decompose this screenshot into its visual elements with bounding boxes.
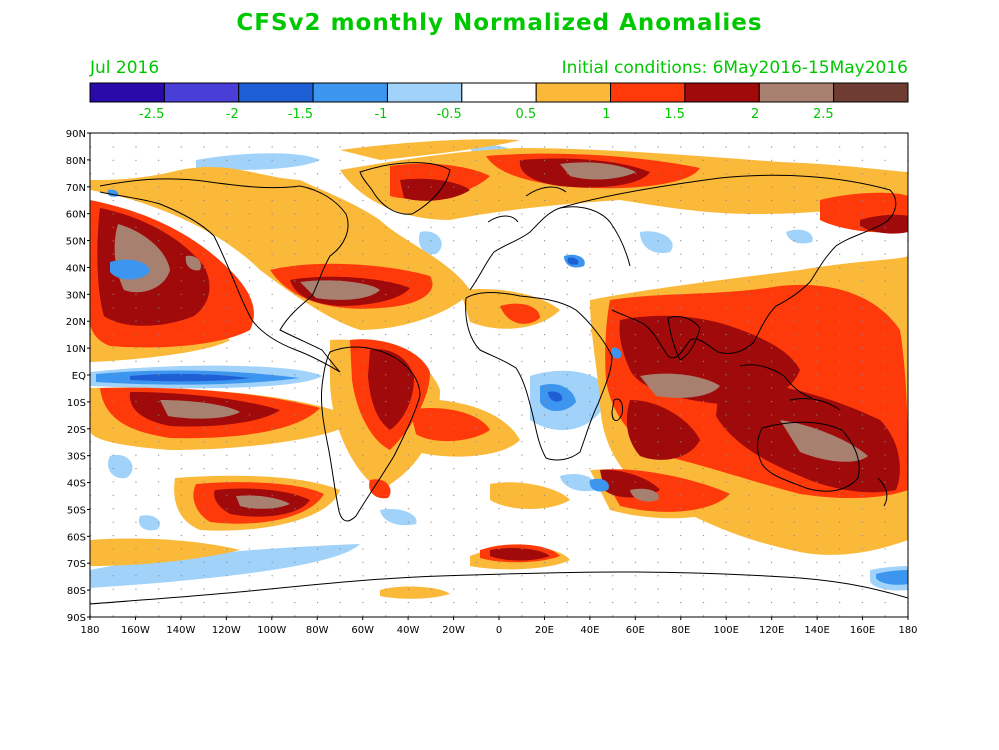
lon-label: 60W: [351, 625, 374, 636]
lon-label: 120E: [759, 625, 784, 636]
coastlines: [90, 162, 908, 605]
lat-label: 60N: [66, 210, 86, 221]
lat-label: 30S: [67, 452, 86, 463]
colorbar-swatch-8: [684, 82, 760, 103]
colorbar-labels: -2.5 -2 -1.5 -1 -0.5 0.5 1 1.5 2 2.5: [139, 107, 834, 122]
lat-label: 80S: [67, 586, 86, 597]
lon-label: 180: [898, 625, 917, 636]
lon-label: 100E: [714, 625, 739, 636]
lat-label: 50S: [67, 505, 86, 516]
colorbar-swatch-9: [758, 82, 835, 103]
colorbar-swatch-7: [610, 82, 686, 103]
lon-label: 80W: [306, 625, 329, 636]
colorbar-label: -1.5: [288, 107, 313, 122]
colorbar-label: 0.5: [515, 107, 536, 122]
colorbar-label: -1: [374, 107, 387, 122]
lat-label: 60S: [67, 532, 86, 543]
colorbar-label: -0.5: [436, 107, 461, 122]
lon-label: 140E: [804, 625, 829, 636]
colorbar-label: 1.5: [664, 107, 685, 122]
lon-label: 180: [80, 625, 99, 636]
lon-label: 100W: [257, 625, 286, 636]
lon-label: 80E: [671, 625, 690, 636]
lon-label: 40E: [580, 625, 599, 636]
lat-label: 10N: [66, 344, 86, 355]
axis-ticks: [87, 132, 909, 620]
colorbar: [89, 82, 909, 103]
map-area: [90, 133, 908, 617]
lat-label: 40S: [67, 479, 86, 490]
lat-label: 90N: [66, 129, 86, 140]
colorbar-swatch-5: [461, 82, 537, 103]
lon-label: 160W: [121, 625, 150, 636]
lat-label: 30N: [66, 290, 86, 301]
colorbar-label: -2: [226, 107, 239, 122]
colorbar-label: 2.5: [813, 107, 834, 122]
lat-label: 90S: [67, 613, 86, 624]
latitude-labels: 90N 80N 70N 60N 50N 40N 30N 20N 10N EQ 10S 20S 30S 40…: [66, 129, 86, 624]
lat-label: 70S: [67, 559, 86, 570]
colorbar-swatch-10: [833, 82, 909, 103]
colorbar-swatch-6: [535, 82, 612, 103]
lat-label: 40N: [66, 263, 86, 274]
lat-label: EQ: [72, 371, 86, 382]
colorbar-swatch-3: [312, 82, 388, 103]
lon-label: 160E: [850, 625, 875, 636]
lon-label: 60E: [626, 625, 645, 636]
lat-label: 50N: [66, 237, 86, 248]
colorbar-label: 2: [751, 107, 759, 122]
lat-label: 70N: [66, 183, 86, 194]
lat-label: 20N: [66, 317, 86, 328]
colorbar-label: -2.5: [139, 107, 164, 122]
chart-title: CFSv2 monthly Normalized Anomalies: [236, 10, 763, 36]
colorbar-swatch-4: [386, 82, 463, 103]
lon-label: 140W: [166, 625, 195, 636]
lon-label: 120W: [212, 625, 241, 636]
lon-label: 40W: [397, 625, 420, 636]
colorbar-swatch-2: [238, 82, 314, 103]
colorbar-label: 1: [602, 107, 610, 122]
lon-label: 20E: [535, 625, 554, 636]
lon-label: 0: [496, 625, 502, 636]
colorbar-swatch-0: [89, 82, 165, 103]
lat-label: 80N: [66, 156, 86, 167]
grid-dots: [90, 133, 908, 617]
colorbar-swatch-1: [163, 82, 240, 103]
forecast-month: Jul 2016: [90, 58, 160, 78]
longitude-labels: 180 160W 140W 120W 100W 80W 60W 40W 20W 0 20E 40E 60…: [80, 625, 917, 636]
lat-label: 20S: [67, 425, 86, 436]
initial-conditions: Initial conditions: 6May2016-15May2016: [561, 58, 908, 78]
lat-label: 10S: [67, 398, 86, 409]
lon-label: 20W: [442, 625, 465, 636]
